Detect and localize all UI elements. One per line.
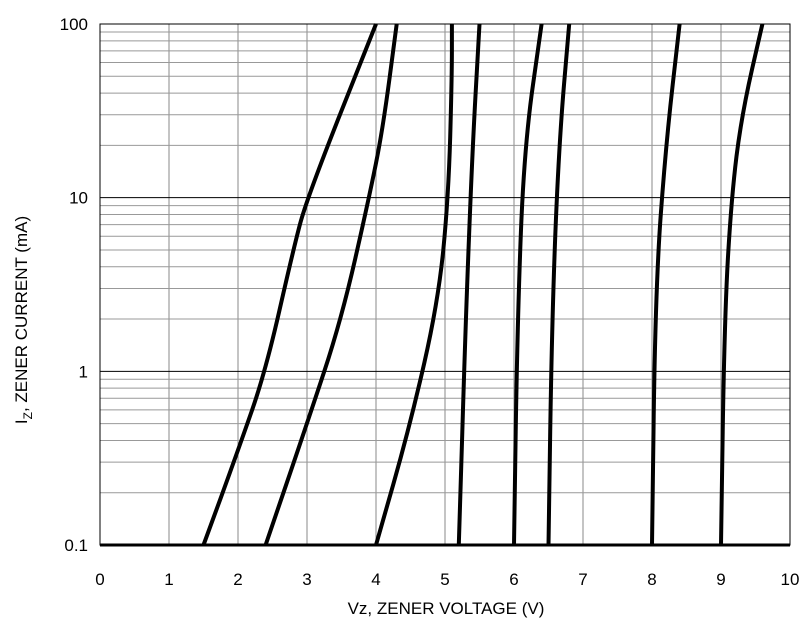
y-tick-labels: 0.1 1 10 100 [60,15,88,555]
series-line-3 [374,24,454,546]
series-line-8 [719,23,765,546]
x-tick-label: 4 [371,570,380,589]
x-tick-label: 8 [647,570,656,589]
y-axis-title: IZ, ZENER CURRENT (mA) [12,216,35,424]
series-line-6 [546,23,572,546]
y-tick-label: 0.1 [64,536,88,555]
x-axis-title: Vz, ZENER VOLTAGE (V) [348,599,545,618]
x-tick-label: 3 [302,570,311,589]
x-tick-label: 10 [781,570,800,589]
y-axis-title-main: I [12,419,31,424]
x-tick-label: 5 [440,570,449,589]
x-tick-label: 7 [578,570,587,589]
series-line-2 [263,23,399,546]
x-tick-label: 6 [509,570,518,589]
series-line-4 [456,23,482,546]
x-tick-label: 0 [95,570,104,589]
y-axis-title-rest: , ZENER CURRENT (mA) [12,216,31,412]
series-group [201,23,765,546]
x-tick-label: 1 [164,570,173,589]
y-tick-label: 10 [69,189,88,208]
y-tick-label: 1 [79,362,88,381]
series-line-1 [201,23,378,546]
y-tick-label: 100 [60,15,88,34]
y-axis-title-subscript: Z [21,412,35,419]
series-line-5 [512,23,544,546]
x-tick-label: 2 [233,570,242,589]
x-tick-label: 9 [716,570,725,589]
x-tick-labels: 0 1 2 3 4 5 6 7 8 9 10 [95,570,799,589]
series-line-7 [650,23,682,546]
